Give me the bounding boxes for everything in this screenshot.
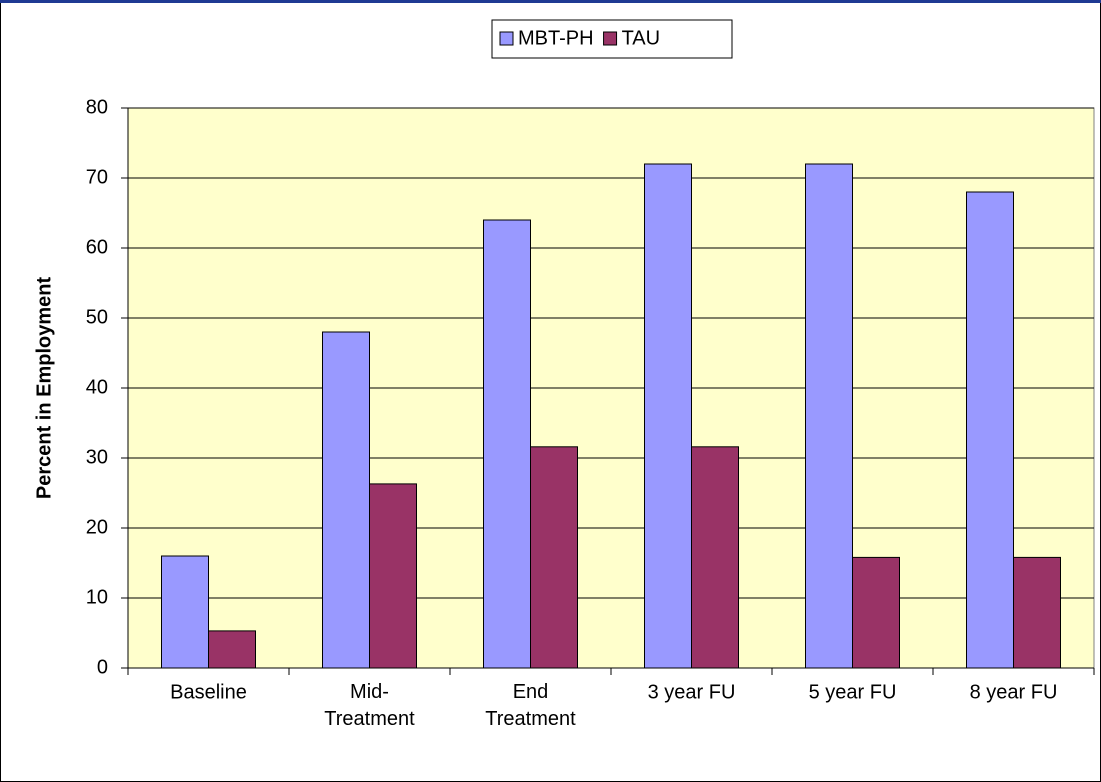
y-tick-label: 40	[86, 376, 108, 398]
bar	[644, 163, 692, 669]
y-axis-label: Percent in Employment	[33, 277, 55, 500]
bar	[805, 163, 853, 669]
legend-label: TAU	[622, 27, 661, 49]
legend-swatch	[499, 31, 514, 46]
x-tick-label: Mid-Treatment	[324, 681, 415, 730]
x-tick-label: 3 year FU	[648, 681, 736, 703]
y-tick-label: 60	[86, 236, 108, 258]
legend-label: MBT-PH	[518, 27, 594, 49]
bar	[1013, 556, 1061, 669]
bar	[161, 555, 209, 669]
legend-swatch	[603, 31, 618, 46]
x-tick-label: 5 year FU	[809, 681, 897, 703]
bar	[530, 446, 578, 669]
bar	[369, 483, 417, 669]
y-tick-label: 0	[97, 656, 108, 678]
top-border	[0, 0, 1101, 3]
y-tick-label: 50	[86, 306, 108, 328]
x-tick-label: Baseline	[170, 681, 247, 703]
y-tick-label: 80	[86, 96, 108, 118]
bar	[483, 219, 531, 669]
bar	[691, 446, 739, 669]
x-tick-label: 8 year FU	[970, 681, 1058, 703]
y-tick-label: 70	[86, 166, 108, 188]
bar	[322, 331, 370, 669]
bar	[208, 630, 256, 669]
x-tick-label: End Treatment	[485, 681, 576, 730]
y-tick-label: 20	[86, 516, 108, 538]
y-tick-label: 30	[86, 446, 108, 468]
y-tick-label: 10	[86, 586, 108, 608]
bar	[852, 556, 900, 669]
bar	[966, 191, 1014, 669]
